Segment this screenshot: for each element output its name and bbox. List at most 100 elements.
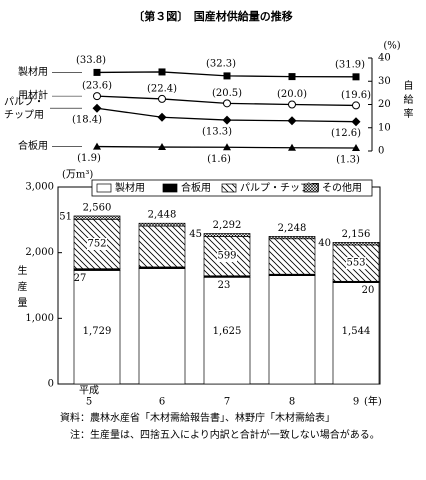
y-tick-label: 20 bbox=[378, 99, 391, 110]
data-label: (33.8) bbox=[76, 55, 106, 66]
data-label: (18.4) bbox=[72, 115, 102, 126]
legend-label: 用材計 bbox=[18, 89, 48, 102]
bar-segment bbox=[268, 238, 316, 275]
marker bbox=[223, 143, 231, 151]
marker bbox=[157, 112, 167, 122]
marker bbox=[93, 142, 101, 150]
y-unit: (万m³) bbox=[62, 170, 93, 181]
bar-segment bbox=[332, 242, 380, 246]
label-bg bbox=[87, 237, 107, 250]
legend-label: パルプ・チップ用 bbox=[240, 182, 320, 194]
legend-label: 合板用 bbox=[181, 181, 211, 194]
data-label: 51 bbox=[59, 211, 72, 222]
marker bbox=[352, 143, 360, 151]
bar-segment bbox=[268, 275, 316, 385]
data-label: (31.9) bbox=[335, 59, 365, 70]
x-tick-label: 7 bbox=[224, 397, 230, 408]
data-label: (23.6) bbox=[82, 81, 112, 92]
figure-title: 〔第３図〕 国産材供給量の推移 bbox=[133, 9, 293, 23]
data-label: (13.3) bbox=[202, 127, 232, 138]
marker bbox=[223, 99, 231, 108]
data-label: 599 bbox=[217, 251, 236, 262]
bar-segment bbox=[203, 276, 251, 385]
data-label: (22.4) bbox=[147, 83, 177, 94]
data-label: (12.6) bbox=[331, 128, 361, 139]
marker bbox=[92, 103, 102, 113]
marker bbox=[351, 117, 361, 127]
x-tick-label: 9 bbox=[353, 397, 359, 408]
legend-label: 合板用 bbox=[18, 139, 48, 152]
x-unit: (年) bbox=[364, 395, 382, 408]
x-prefix: 平成 bbox=[79, 385, 99, 397]
y-tick-label: 1,000 bbox=[25, 313, 54, 324]
marker bbox=[158, 94, 166, 103]
bar-segment bbox=[332, 282, 380, 385]
marker bbox=[223, 72, 231, 80]
bar-segment bbox=[73, 215, 121, 220]
data-label: 752 bbox=[87, 238, 106, 249]
data-label: 20 bbox=[362, 285, 375, 296]
bar-segment bbox=[203, 233, 251, 237]
data-label: (20.0) bbox=[277, 89, 307, 100]
y-tick-label: 40 bbox=[378, 53, 391, 64]
data-label: 1,544 bbox=[342, 326, 371, 337]
x-tick-label: 6 bbox=[159, 397, 165, 408]
marker bbox=[288, 100, 296, 109]
data-label: 1,729 bbox=[83, 326, 112, 337]
marker bbox=[93, 92, 101, 101]
data-label: (1.9) bbox=[77, 153, 101, 164]
y-tick-label: 30 bbox=[378, 76, 391, 87]
legend-swatch bbox=[96, 183, 112, 193]
data-label: (19.6) bbox=[341, 90, 371, 101]
marker bbox=[352, 73, 360, 81]
note: 注：生産量は、四捨五入により内訳と合計が一致しない場合がある。 bbox=[70, 430, 380, 441]
data-label: (20.5) bbox=[212, 88, 242, 99]
y-tick-label: 10 bbox=[378, 122, 391, 133]
y-axis-label: 自給率 bbox=[401, 80, 412, 122]
data-label: 27 bbox=[74, 273, 87, 284]
bar-segment bbox=[73, 270, 121, 385]
label-bg bbox=[346, 257, 366, 270]
bar-segment bbox=[268, 236, 316, 240]
marker bbox=[222, 115, 232, 125]
total-label: 2,560 bbox=[83, 202, 112, 213]
data-label: (1.3) bbox=[336, 154, 360, 165]
marker bbox=[158, 68, 166, 76]
y-axis-label: 生産量 bbox=[15, 265, 26, 313]
marker bbox=[288, 73, 296, 81]
legend-label: パルプ・チップ用 bbox=[4, 97, 44, 122]
data-label: 553 bbox=[346, 258, 365, 269]
legend-swatch bbox=[221, 183, 237, 193]
y-tick-label: 0 bbox=[48, 379, 54, 390]
bar-segment bbox=[138, 222, 186, 227]
bar-segment bbox=[138, 268, 186, 385]
total-label: 2,156 bbox=[342, 229, 371, 240]
data-label: (32.3) bbox=[206, 58, 236, 69]
bar-segment bbox=[138, 225, 186, 268]
legend-label: 製材用 bbox=[18, 65, 48, 78]
total-label: 2,248 bbox=[278, 223, 307, 234]
data-label: 23 bbox=[218, 280, 231, 291]
data-label: 45 bbox=[189, 229, 202, 240]
source: 資料：農林水産省「木材需給報告書」、林野庁「木材需給表」 bbox=[60, 413, 335, 424]
total-label: 2,292 bbox=[213, 220, 242, 231]
marker bbox=[288, 143, 296, 151]
legend-label: 製材用 bbox=[115, 181, 145, 194]
legend-swatch bbox=[162, 183, 178, 193]
marker bbox=[158, 143, 166, 151]
x-tick-label: 5 bbox=[86, 397, 92, 408]
marker bbox=[287, 116, 297, 126]
marker bbox=[352, 101, 360, 110]
data-label: (1.6) bbox=[207, 154, 231, 165]
data-label: 40 bbox=[318, 238, 331, 249]
y-tick-label: 3,000 bbox=[25, 182, 54, 193]
data-label: 1,625 bbox=[213, 326, 242, 337]
total-label: 2,448 bbox=[148, 210, 177, 221]
legend-label: その他用 bbox=[322, 181, 362, 194]
y-tick-label: 2,000 bbox=[25, 247, 54, 258]
legend-swatch bbox=[303, 183, 319, 193]
x-tick-label: 8 bbox=[289, 397, 295, 408]
y-unit: (%) bbox=[383, 41, 400, 52]
